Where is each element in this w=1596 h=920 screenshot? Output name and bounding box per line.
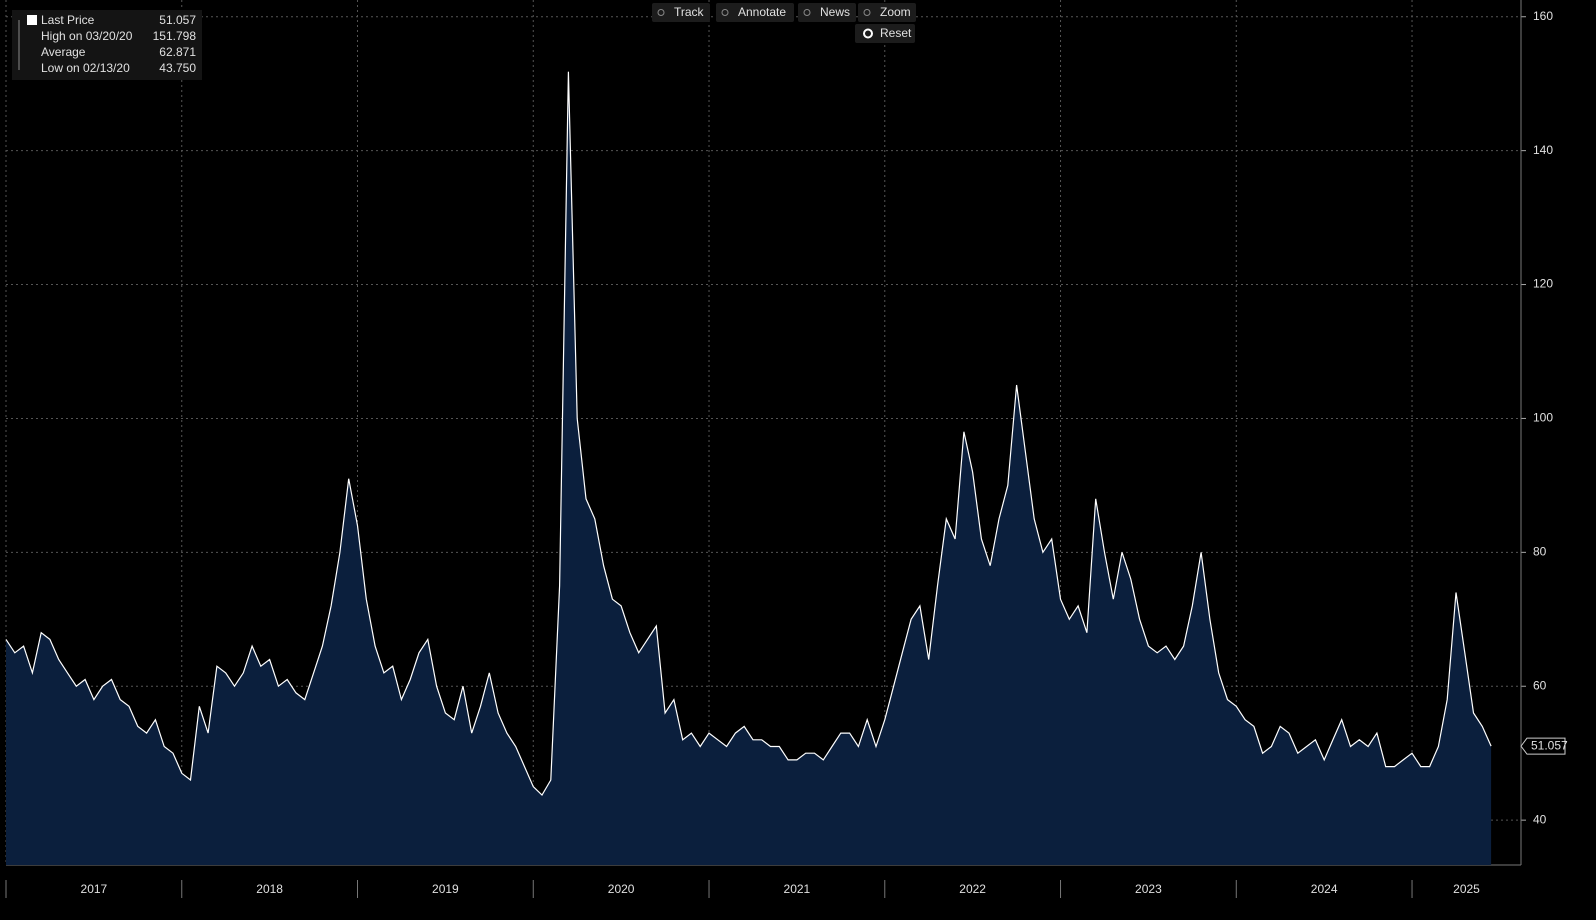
legend-label: High on 03/20/20 xyxy=(41,29,133,43)
toolbar-label[interactable]: Track xyxy=(674,5,705,19)
y-tick-label: 120 xyxy=(1533,277,1553,291)
legend-label: Last Price xyxy=(41,13,95,27)
legend-box xyxy=(12,10,202,80)
y-tick-label: 40 xyxy=(1533,812,1547,826)
toolbar-button[interactable] xyxy=(858,3,916,22)
area xyxy=(6,71,1492,865)
legend-value: 62.871 xyxy=(159,45,196,59)
toolbar-icon xyxy=(803,9,811,16)
toolbar-label[interactable]: Annotate xyxy=(738,5,786,19)
toolbar-label[interactable]: News xyxy=(820,5,850,19)
line xyxy=(5,71,1492,796)
last-price-label: 51.057 xyxy=(1531,738,1568,752)
x-tick-label: 2025 xyxy=(1453,882,1480,896)
y-tick-label: 140 xyxy=(1533,143,1553,157)
y-tick-label: 160 xyxy=(1533,9,1553,23)
toolbar-label[interactable]: Reset xyxy=(880,26,912,40)
legend-swatch xyxy=(27,15,37,25)
y-tick-label: 80 xyxy=(1533,545,1547,559)
toolbar-button[interactable] xyxy=(652,3,710,22)
legend-label: Low on 02/13/20 xyxy=(41,61,130,75)
x-tick-label: 2021 xyxy=(784,882,811,896)
x-tick-label: 2017 xyxy=(81,882,108,896)
legend-value: 151.798 xyxy=(153,29,197,43)
legend-label: Average xyxy=(41,45,86,59)
reset-icon xyxy=(863,28,873,39)
x-tick-label: 2023 xyxy=(1135,882,1162,896)
toolbar-icon xyxy=(657,9,665,16)
legend-value: 43.750 xyxy=(159,61,196,75)
x-tick-label: 2024 xyxy=(1311,882,1338,896)
toolbar-button[interactable] xyxy=(855,24,915,43)
toolbar-icon xyxy=(863,9,871,16)
y-tick-label: 100 xyxy=(1533,411,1553,425)
x-tick-label: 2018 xyxy=(256,882,283,896)
toolbar-icon xyxy=(721,9,729,16)
x-tick-label: 2019 xyxy=(432,882,459,896)
legend-value: 51.057 xyxy=(159,13,196,27)
toolbar-label[interactable]: Zoom xyxy=(880,5,911,19)
x-tick-label: 2022 xyxy=(959,882,986,896)
toolbar-button[interactable] xyxy=(716,3,794,22)
last-price-marker xyxy=(1520,737,1566,755)
y-tick-label: 60 xyxy=(1533,678,1547,692)
x-tick-label: 2020 xyxy=(608,882,635,896)
toolbar-button[interactable] xyxy=(798,3,856,22)
